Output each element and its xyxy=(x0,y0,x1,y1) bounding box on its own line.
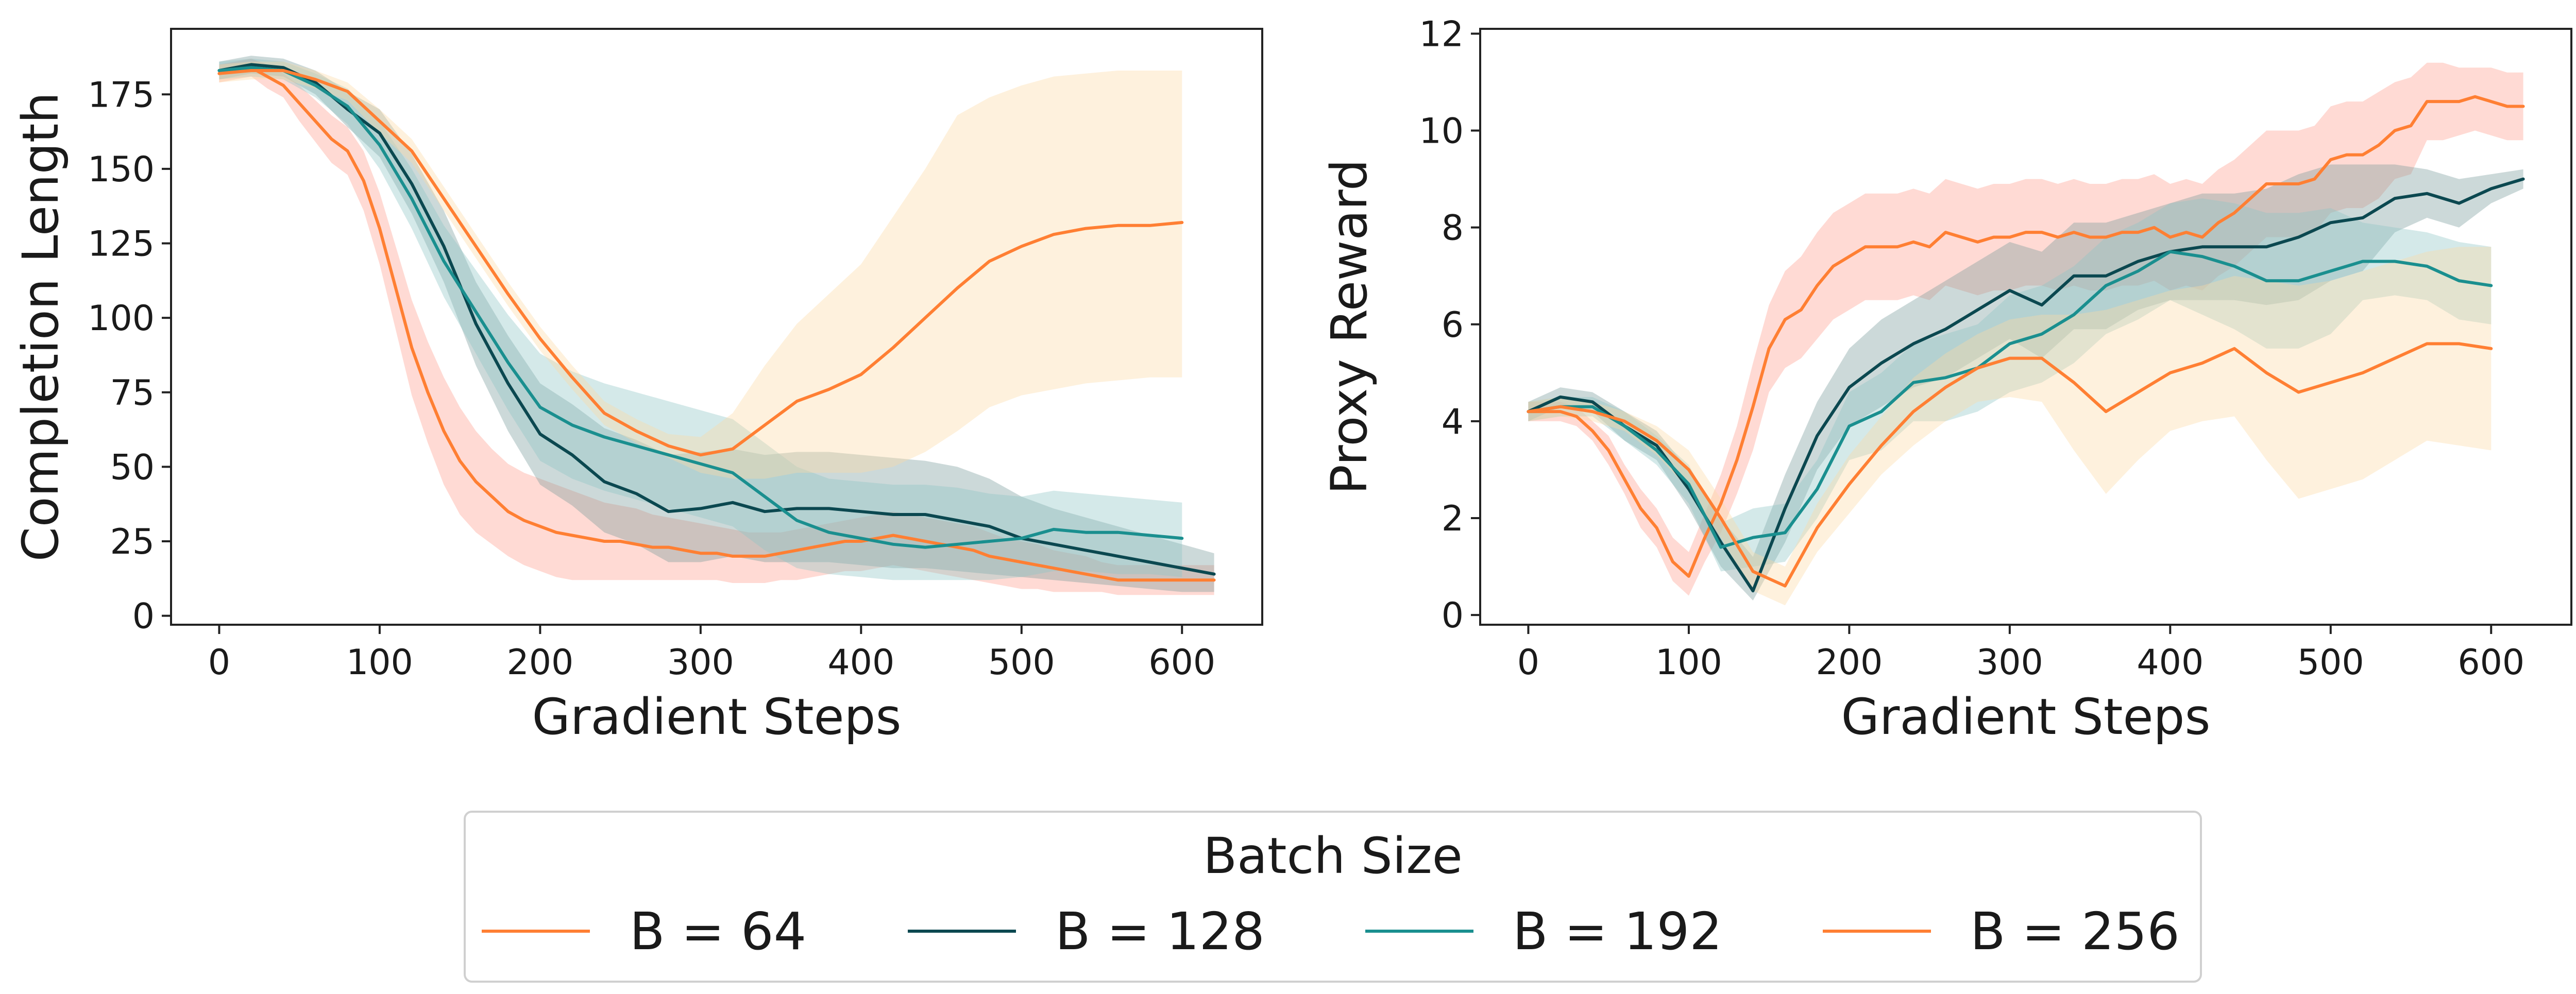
x-tick-label: 300 xyxy=(1976,642,2043,683)
left-chart-completion-length: 0 100 200 300 400 500 600 0 25 50 75 100 125 150 175 G… xyxy=(12,28,1263,746)
legend-label-b256: B = 256 xyxy=(1970,901,2180,962)
x-tick-label: 200 xyxy=(1816,642,1883,683)
left-chart-ticks: 0 100 200 300 400 500 600 0 25 50 75 100 125 150 175 xyxy=(88,75,1215,683)
y-tick-label: 0 xyxy=(1442,595,1464,636)
band-b256 xyxy=(1528,247,2492,606)
band-b256 xyxy=(219,61,1182,479)
y-tick-label: 100 xyxy=(88,298,155,339)
left-chart-frame xyxy=(170,28,1263,626)
legend: Batch Size B = 64 B = 128 B = 192 B = 25… xyxy=(464,811,2202,983)
left-chart-bands xyxy=(219,56,1214,595)
y-tick-label: 10 xyxy=(1419,111,1464,152)
x-tick-label: 500 xyxy=(2297,642,2364,683)
x-tick-label: 100 xyxy=(1655,642,1722,683)
y-tick-label: 12 xyxy=(1419,14,1464,55)
band-b128 xyxy=(219,56,1214,592)
x-tick-label: 100 xyxy=(346,642,413,683)
y-tick-label: 25 xyxy=(110,522,155,562)
band-b128 xyxy=(1528,164,2523,601)
x-tick-label: 0 xyxy=(1517,642,1539,683)
right-chart-frame xyxy=(1479,28,2572,626)
y-tick-label: 150 xyxy=(88,149,155,190)
legend-entry-b192: B = 192 xyxy=(1365,901,1722,962)
x-tick-label: 200 xyxy=(506,642,573,683)
legend-label-b64: B = 64 xyxy=(630,901,806,962)
left-chart-lines xyxy=(217,63,1216,582)
y-tick-label: 0 xyxy=(132,596,155,637)
series-line-b64 xyxy=(1527,95,2525,578)
legend-entry-b64: B = 64 xyxy=(482,901,806,962)
x-tick-label: 600 xyxy=(1148,642,1215,683)
y-tick-label: 2 xyxy=(1442,499,1464,539)
x-tick-label: 300 xyxy=(667,642,734,683)
legend-title: Batch Size xyxy=(1203,827,1463,885)
series-line-b192 xyxy=(217,66,1184,549)
x-tick-label: 400 xyxy=(827,642,894,683)
y-tick-label: 6 xyxy=(1442,305,1464,346)
y-tick-label: 75 xyxy=(110,373,155,414)
band-b64 xyxy=(219,58,1214,595)
y-tick-label: 8 xyxy=(1442,208,1464,249)
series-line-b192 xyxy=(1527,250,2493,549)
right-chart-ticks: 0 100 200 300 400 500 600 0 2 4 6 8 10 12 xyxy=(1419,14,2524,683)
left-chart-y-axis-label: Completion Length xyxy=(12,92,70,561)
band-b192 xyxy=(1528,198,2492,572)
y-tick-label: 4 xyxy=(1442,402,1464,442)
left-chart-x-axis-label: Gradient Steps xyxy=(532,688,902,746)
right-chart-bands xyxy=(1528,62,2523,606)
series-line-b256 xyxy=(217,69,1184,457)
y-tick-label: 125 xyxy=(88,224,155,265)
right-chart-x-axis-label: Gradient Steps xyxy=(1841,688,2211,746)
x-tick-label: 600 xyxy=(2458,642,2524,683)
series-line-b64 xyxy=(217,66,1216,582)
x-tick-label: 400 xyxy=(2137,642,2204,683)
band-b64 xyxy=(1528,62,2523,596)
legend-box xyxy=(464,811,2202,983)
right-chart-lines xyxy=(1527,95,2525,593)
legend-entry-b128: B = 128 xyxy=(908,901,1265,962)
y-tick-label: 175 xyxy=(88,75,155,115)
right-chart-proxy-reward: 0 100 200 300 400 500 600 0 2 4 6 8 10 12 Gradient St… xyxy=(1320,14,2572,746)
legend-entry-b256: B = 256 xyxy=(1823,901,2180,962)
series-line-b128 xyxy=(217,63,1216,576)
right-chart-y-axis-label: Proxy Reward xyxy=(1320,159,1378,494)
band-b192 xyxy=(219,58,1182,580)
legend-label-b192: B = 192 xyxy=(1513,901,1722,962)
y-tick-label: 50 xyxy=(110,447,155,488)
x-tick-label: 0 xyxy=(208,642,230,683)
x-tick-label: 500 xyxy=(988,642,1055,683)
series-line-b256 xyxy=(1527,342,2493,588)
legend-label-b128: B = 128 xyxy=(1055,901,1265,962)
